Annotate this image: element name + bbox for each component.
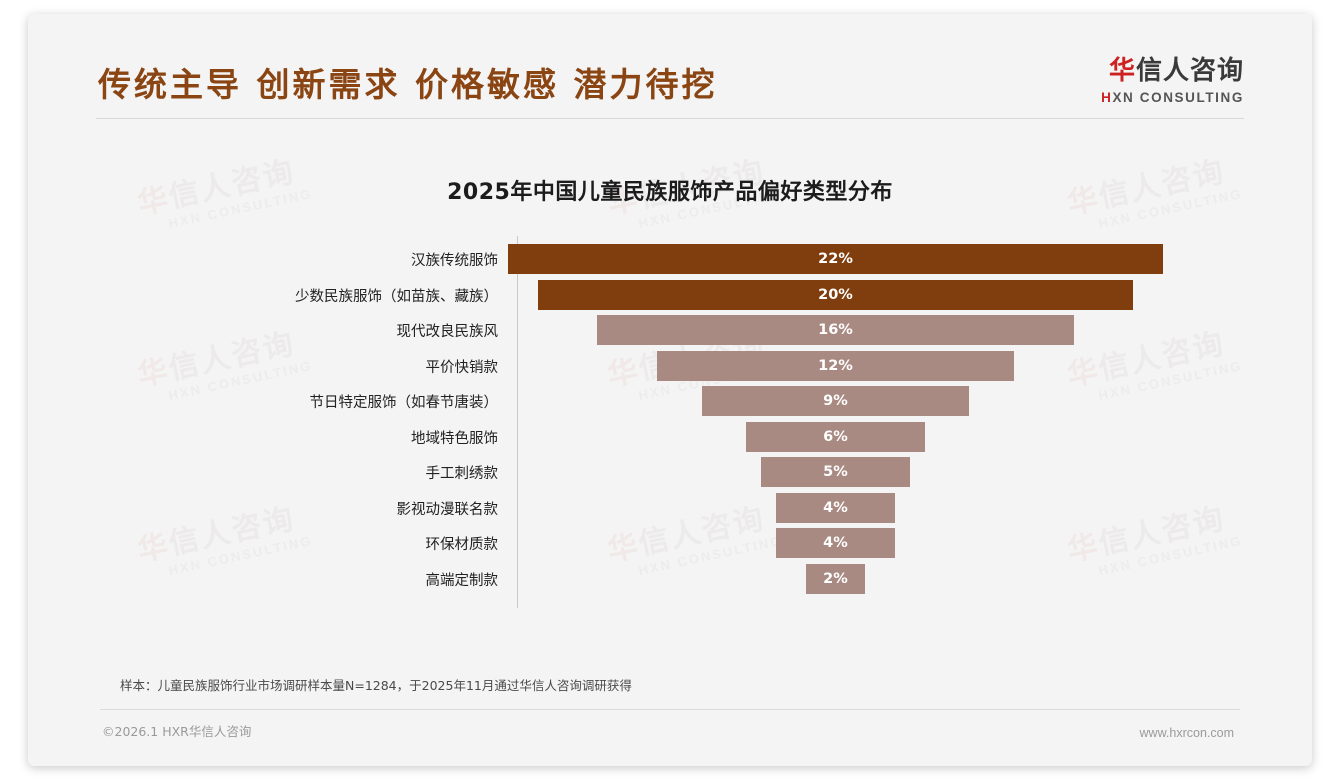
funnel-bar-track: 16%: [508, 313, 1200, 349]
brand-logo-cn-rest: 信人咨询: [1135, 56, 1244, 86]
funnel-bar[interactable]: 6%: [746, 421, 925, 452]
funnel-bar[interactable]: 9%: [701, 386, 970, 416]
copyright-text: ©2026.1 HXR华信人咨询: [102, 724, 252, 739]
chart-area: 2025年中国儿童民族服饰产品偏好类型分布 汉族传统服饰 22% 少数民族服饰（如苗…: [28, 130, 1312, 656]
funnel-bar[interactable]: 12%: [656, 350, 1015, 381]
funnel-row: 环保材质款 4%: [140, 526, 1200, 562]
funnel-category-label: 高端定制款: [425, 572, 499, 589]
funnel-category-label: 节日特定服饰（如春节唐装）: [309, 395, 499, 412]
funnel-bar-track: 4%: [508, 491, 1200, 527]
category-axis-line: [517, 236, 518, 608]
funnel-bar-track: 20%: [508, 278, 1200, 314]
funnel-bar-track: 2%: [508, 562, 1200, 598]
funnel-bar[interactable]: 20%: [537, 279, 1134, 310]
funnel-row: 手工刺绣款 5%: [140, 455, 1200, 491]
funnel-row: 地域特色服饰 6%: [140, 420, 1200, 456]
brand-logo-cn-first: 华: [1108, 56, 1136, 86]
funnel-chart: 汉族传统服饰 22% 少数民族服饰（如苗族、藏族） 20% 现代改良民族风 16% 平价快销…: [140, 236, 1200, 608]
funnel-category-label: 平价快销款: [425, 359, 499, 376]
brand-logo-cn: 华信人咨询: [1101, 56, 1244, 86]
funnel-bar[interactable]: 5%: [761, 457, 910, 487]
funnel-category-label: 手工刺绣款: [425, 466, 499, 483]
footer-divider: [100, 709, 1240, 710]
funnel-bar-track: 9%: [508, 384, 1200, 420]
brand-logo-en-rest: XN CONSULTING: [1112, 90, 1244, 106]
brand-logo-en-first: H: [1101, 90, 1113, 106]
chart-footnote: 样本：儿童民族服饰行业市场调研样本量N=1284，于2025年11月通过华信人咨…: [120, 678, 632, 693]
funnel-row: 影视动漫联名款 4%: [140, 491, 1200, 527]
funnel-bar-track: 6%: [508, 420, 1200, 456]
funnel-bar-track: 4%: [508, 526, 1200, 562]
brand-logo-en: HXN CONSULTING: [1101, 90, 1244, 105]
slide-canvas: 华信人咨询 HXN CONSULTING 华信人咨询 HXN CONSULTIN…: [28, 14, 1312, 766]
funnel-category-label: 汉族传统服饰: [411, 253, 498, 270]
funnel-category-label: 影视动漫联名款: [396, 501, 499, 518]
funnel-category-label: 现代改良民族风: [396, 324, 499, 341]
funnel-category-label: 环保材质款: [425, 537, 499, 554]
funnel-row: 少数民族服饰（如苗族、藏族） 20%: [140, 278, 1200, 314]
website-link[interactable]: www.hxrcon.com: [1139, 726, 1234, 740]
funnel-bar-track: 22%: [508, 242, 1200, 278]
brand-logo: 华信人咨询 HXN CONSULTING: [1101, 56, 1244, 105]
funnel-row: 节日特定服饰（如春节唐装） 9%: [140, 384, 1200, 420]
funnel-bar[interactable]: 2%: [805, 563, 866, 594]
funnel-row: 现代改良民族风 16%: [140, 313, 1200, 349]
funnel-bar-track: 12%: [508, 349, 1200, 385]
header-divider: [96, 118, 1244, 119]
funnel-bar[interactable]: 16%: [597, 315, 1074, 345]
funnel-row: 高端定制款 2%: [140, 562, 1200, 598]
funnel-row: 汉族传统服饰 22%: [140, 242, 1200, 278]
funnel-bar[interactable]: 4%: [775, 492, 896, 523]
funnel-row: 平价快销款 12%: [140, 349, 1200, 385]
funnel-bar-track: 5%: [508, 455, 1200, 491]
chart-title: 2025年中国儿童民族服饰产品偏好类型分布: [447, 180, 893, 205]
funnel-bar[interactable]: 4%: [775, 528, 896, 558]
funnel-category-label: 地域特色服饰: [411, 430, 498, 447]
slide-header: 传统主导 创新需求 价格敏感 潜力待挖 华信人咨询 HXN CONSULTING: [28, 14, 1312, 130]
funnel-bar[interactable]: 22%: [508, 244, 1163, 274]
page-title: 传统主导 创新需求 价格敏感 潜力待挖: [98, 65, 718, 104]
funnel-category-label: 少数民族服饰（如苗族、藏族）: [295, 288, 498, 305]
